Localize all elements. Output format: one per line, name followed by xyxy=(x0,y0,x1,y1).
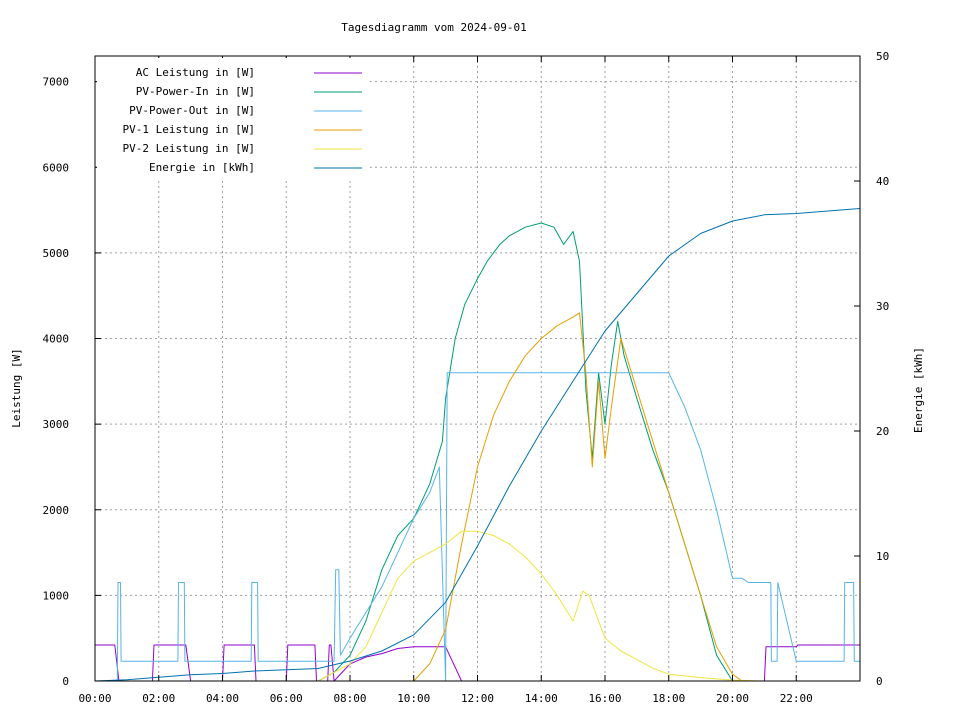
x-tick-label: 00:00 xyxy=(78,692,111,705)
axes: 00:00 02:00 04:00 06:00 08:00 10:00 12:00 14:00… xyxy=(43,50,890,705)
legend-label: PV-Power-Out in [W] xyxy=(129,104,255,117)
x-tick-label: 10:00 xyxy=(397,692,430,705)
x-tick-label: 12:00 xyxy=(461,692,494,705)
series-line-pv-power-out-in-w xyxy=(95,372,860,682)
series-lines xyxy=(94,208,861,682)
y2-axis-label: Energie [kWh] xyxy=(912,347,925,433)
legend: AC Leistung in [W] PV-Power-In in [W] PV-P… xyxy=(97,58,367,178)
y-tick-label: 7000 xyxy=(43,76,70,89)
y-tick-label: 0 xyxy=(62,675,69,688)
y2-tick-label: 30 xyxy=(876,300,889,313)
legend-label: AC Leistung in [W] xyxy=(136,66,255,79)
y2-tick-label: 0 xyxy=(876,675,883,688)
x-tick-label: 04:00 xyxy=(206,692,239,705)
y-tick-label: 4000 xyxy=(43,333,70,346)
y-axis-label: Leistung [W] xyxy=(10,348,23,427)
legend-background xyxy=(97,58,367,178)
x-tick-label: 06:00 xyxy=(270,692,303,705)
y-tick-label: 2000 xyxy=(43,504,70,517)
y-tick-label: 5000 xyxy=(43,247,70,260)
legend-label: Energie in [kWh] xyxy=(149,161,255,174)
x-tick-label: 14:00 xyxy=(525,692,558,705)
y2-tick-label: 20 xyxy=(876,425,889,438)
y-tick-label: 6000 xyxy=(43,161,70,174)
series-line-ac-leistung-in-w xyxy=(95,644,860,682)
x-tick-label: 20:00 xyxy=(716,692,749,705)
legend-label: PV-2 Leistung in [W] xyxy=(123,142,255,155)
series-line-pv-1-leistung-in-w xyxy=(95,312,860,682)
x-tick-label: 22:00 xyxy=(780,692,813,705)
chart-title: Tagesdiagramm vom 2024-09-01 xyxy=(341,21,526,34)
x-tick-label: 02:00 xyxy=(142,692,175,705)
x-tick-label: 16:00 xyxy=(588,692,621,705)
y-tick-label: 3000 xyxy=(43,418,70,431)
x-tick-label: 18:00 xyxy=(652,692,685,705)
x-tick-label: 08:00 xyxy=(333,692,366,705)
y2-tick-label: 10 xyxy=(876,550,889,563)
legend-label: PV-Power-In in [W] xyxy=(136,85,255,98)
y-tick-label: 1000 xyxy=(43,589,70,602)
series-line-energie-in-kwh xyxy=(94,208,861,682)
series-line-pv-2-leistung-in-w xyxy=(95,530,860,682)
legend-label: PV-1 Leistung in [W] xyxy=(123,123,255,136)
y2-tick-label: 50 xyxy=(876,50,889,63)
y2-tick-label: 40 xyxy=(876,175,889,188)
